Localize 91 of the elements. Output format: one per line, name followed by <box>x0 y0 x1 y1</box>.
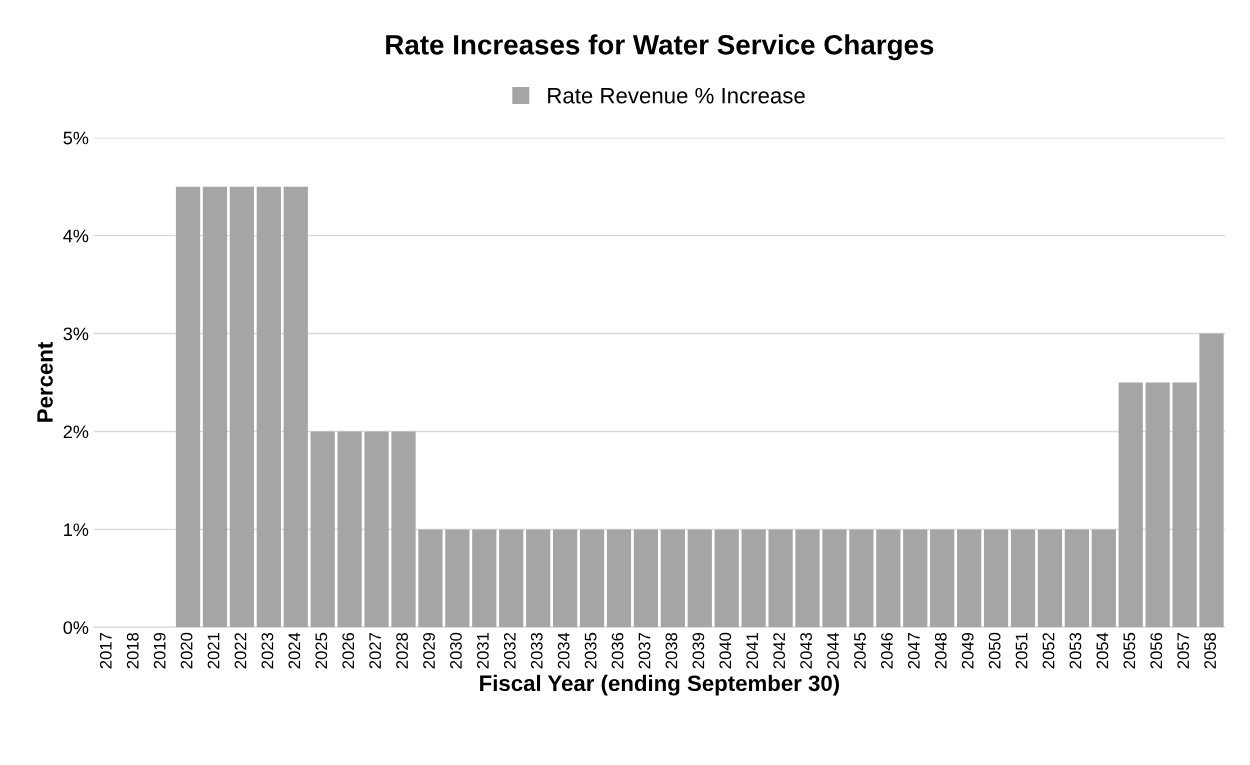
bar <box>418 529 443 628</box>
bar <box>364 431 389 628</box>
bar <box>1118 382 1143 628</box>
bar <box>1091 529 1116 628</box>
x-tick-label: 2052 <box>1042 632 1055 669</box>
bar <box>849 529 874 628</box>
bar <box>202 186 228 628</box>
x-tick-label: 2024 <box>288 632 301 669</box>
x-tick-label: 2048 <box>934 632 947 669</box>
x-tick-label: 2057 <box>1177 632 1190 669</box>
chart-title: Rate Increases for Water Service Charges <box>386 34 934 61</box>
bar <box>526 529 551 628</box>
bar <box>472 529 497 628</box>
x-tick-label: 2058 <box>1204 632 1217 669</box>
x-tick-label: 2034 <box>557 632 570 669</box>
x-tick-label: 2029 <box>423 632 435 669</box>
bar <box>795 529 820 628</box>
x-tick-label: 2040 <box>719 632 732 669</box>
x-tick-label: 2030 <box>450 632 462 669</box>
x-tick-label: 2025 <box>315 632 328 669</box>
x-tick-label: 2039 <box>692 632 705 669</box>
bar <box>229 186 255 628</box>
x-tick-label: 2036 <box>611 632 624 669</box>
y-tick-label: 0% <box>63 621 89 635</box>
bar <box>633 529 659 628</box>
y-tick-label: 4% <box>63 229 89 243</box>
x-tick-label: 2038 <box>665 632 678 669</box>
bar <box>714 529 739 628</box>
x-tick-label: 2054 <box>1096 632 1109 669</box>
bar <box>606 529 632 628</box>
bar <box>1172 382 1197 628</box>
x-tick-label: 2026 <box>342 632 355 669</box>
bar <box>983 529 1009 628</box>
x-tick-label: 2023 <box>261 632 274 669</box>
bar <box>310 431 335 628</box>
x-tick-label: 2049 <box>961 632 974 669</box>
bar <box>822 529 847 628</box>
x-tick-label: 2028 <box>396 632 408 669</box>
bar <box>768 529 793 628</box>
x-tick-label: 2046 <box>880 632 893 669</box>
x-tick-label: 2035 <box>584 632 597 669</box>
x-tick-label: 2033 <box>530 632 543 669</box>
legend-label: Rate Revenue % Increase <box>548 87 805 104</box>
bar <box>1199 333 1224 628</box>
x-tick-label: 2018 <box>126 632 139 669</box>
x-tick-label: 2051 <box>1015 632 1028 669</box>
bar <box>391 431 416 628</box>
x-axis-title: Fiscal Year (ending September 30) <box>480 674 840 696</box>
x-tick-label: 2027 <box>369 632 382 669</box>
x-tick-label: 2056 <box>1150 632 1163 669</box>
x-tick-label: 2044 <box>827 632 839 669</box>
bar <box>741 529 766 628</box>
bar <box>283 186 308 628</box>
bar <box>876 529 901 628</box>
y-tick-label: 2% <box>63 425 89 439</box>
bar <box>660 529 685 628</box>
x-tick-label: 2055 <box>1123 632 1136 669</box>
x-tick-label: 2041 <box>746 632 759 669</box>
bar <box>930 529 955 628</box>
x-tick-label: 2053 <box>1069 632 1082 669</box>
bar <box>552 529 578 628</box>
bar <box>445 529 470 628</box>
x-tick-label: 2037 <box>638 632 651 669</box>
bar <box>499 529 524 628</box>
x-tick-label: 2045 <box>854 632 866 669</box>
x-tick-label: 2031 <box>476 632 489 669</box>
y-tick-label: 3% <box>63 327 89 341</box>
bar <box>687 529 712 628</box>
bar <box>175 186 201 628</box>
bar <box>337 431 362 628</box>
bar <box>1064 529 1089 628</box>
x-tick-label: 2032 <box>503 632 516 669</box>
bar <box>1010 529 1036 628</box>
x-tick-label: 2047 <box>907 632 920 669</box>
x-tick-label: 2042 <box>773 632 786 669</box>
bar <box>1037 529 1063 628</box>
x-tick-label: 2043 <box>800 632 812 669</box>
bar <box>1145 382 1170 628</box>
y-axis-title: Percent <box>37 342 53 422</box>
bar <box>579 529 605 628</box>
x-tick-label: 2022 <box>234 632 247 669</box>
x-tick-label: 2020 <box>180 632 193 669</box>
x-tick-label: 2017 <box>99 632 112 669</box>
x-tick-label: 2021 <box>207 632 220 669</box>
x-tick-label: 2050 <box>988 632 1001 669</box>
x-tick-label: 2019 <box>153 632 166 669</box>
y-tick-label: 1% <box>64 523 89 537</box>
y-tick-label: 5% <box>63 131 89 145</box>
bar <box>903 529 928 628</box>
bar <box>957 529 982 628</box>
bar <box>256 186 281 628</box>
